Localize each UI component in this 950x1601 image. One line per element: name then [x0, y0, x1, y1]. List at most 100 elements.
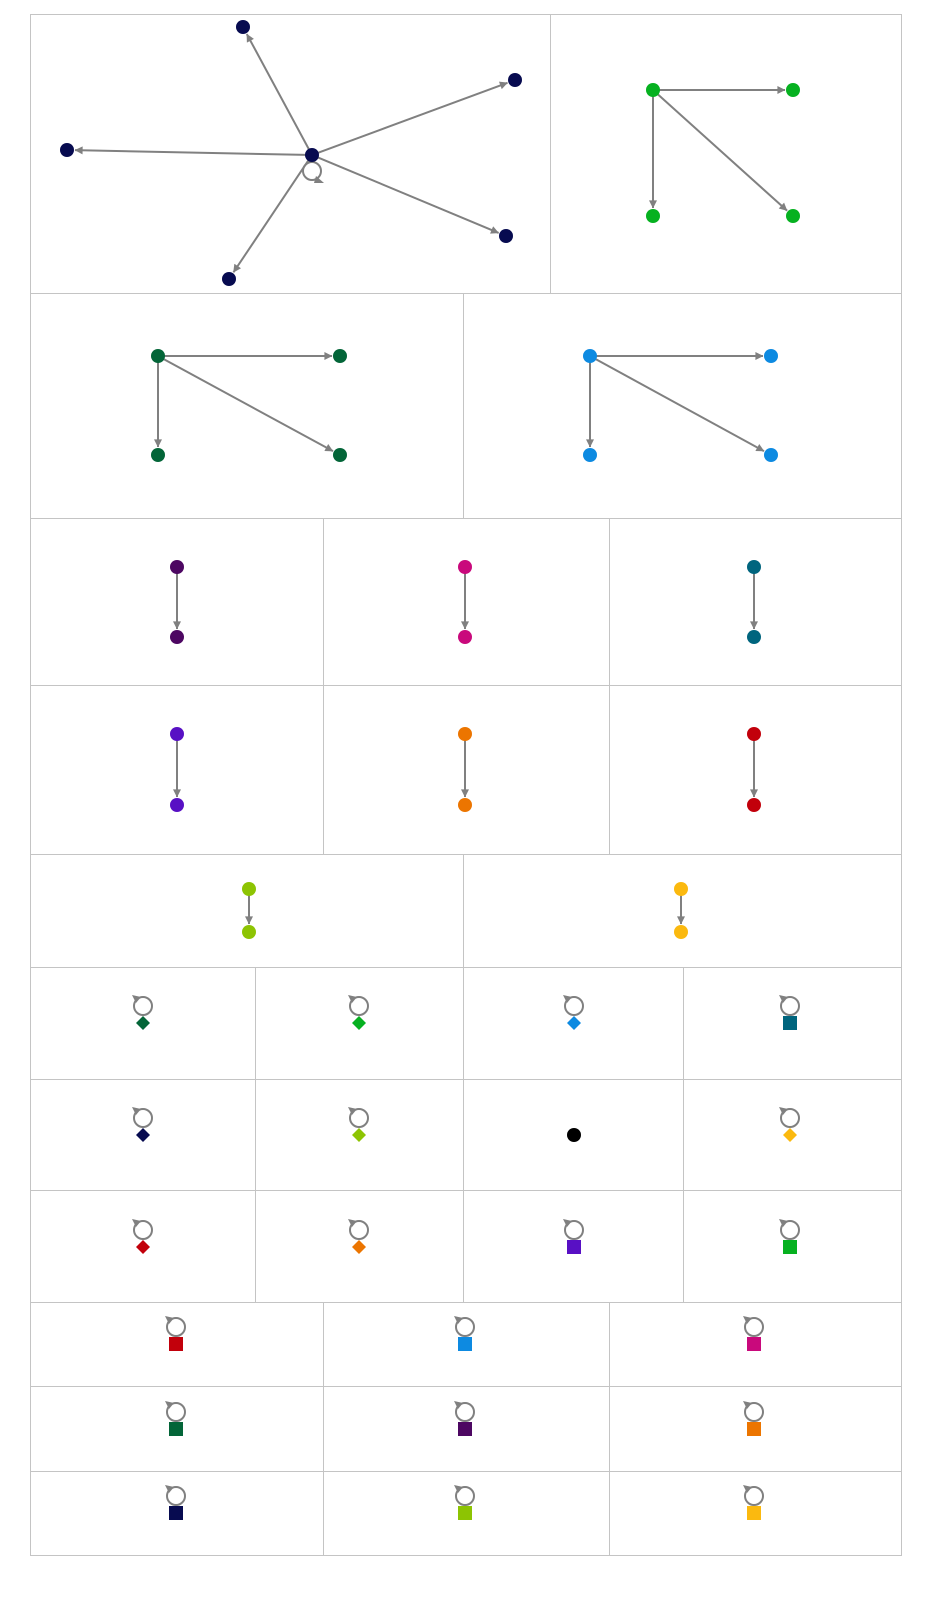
star-leaf-node-5: [222, 272, 236, 286]
fan-dark-green-right-node: [333, 349, 347, 363]
single-node-10-self-loop-arrowhead: [348, 1219, 357, 1227]
single-node-16-self-loop: [166, 1402, 186, 1422]
panel-borders: [30, 14, 902, 1556]
single-node-6-self-loop: [349, 1108, 369, 1128]
single-node-19-self-loop: [166, 1486, 186, 1506]
single-node-8-self-loop-arrowhead: [779, 1107, 788, 1115]
pair-6-source-node: [747, 727, 761, 741]
single-node-16: [169, 1422, 183, 1436]
single-node-5: [136, 1128, 150, 1142]
single-node-3-self-loop-arrowhead: [563, 995, 572, 1003]
single-node-3-self-loop: [564, 996, 584, 1016]
panel-11: [30, 854, 464, 968]
edges-layer: [74, 33, 800, 1506]
single-node-11: [567, 1240, 581, 1254]
single-node-18-self-loop: [744, 1402, 764, 1422]
fan-green-bottom-node: [646, 209, 660, 223]
single-node-9-self-loop: [133, 1220, 153, 1240]
star-edge-4: [317, 156, 500, 234]
panel-2: [550, 14, 902, 294]
pair-3-target-node: [747, 630, 761, 644]
single-node-17-self-loop-arrowhead: [454, 1401, 463, 1409]
single-node-10: [352, 1240, 366, 1254]
pair-2-target-node: [458, 630, 472, 644]
star-self-loop-arrowhead: [314, 176, 324, 183]
single-node-6: [352, 1128, 366, 1142]
single-node-9-self-loop-arrowhead: [132, 1219, 141, 1227]
single-node-15-self-loop: [744, 1317, 764, 1337]
single-node-1-self-loop: [133, 996, 153, 1016]
single-node-13-self-loop: [166, 1317, 186, 1337]
single-node-11-self-loop-arrowhead: [563, 1219, 572, 1227]
fan-green-corner-node: [786, 209, 800, 223]
single-node-5-self-loop: [133, 1108, 153, 1128]
pair-6-target-node: [747, 798, 761, 812]
single-node-12-self-loop-arrowhead: [779, 1219, 788, 1227]
fan-blue-edge-diagonal: [594, 358, 765, 453]
star-leaf-node-4: [499, 229, 513, 243]
single-node-17-self-loop: [455, 1402, 475, 1422]
panel-10: [609, 685, 902, 855]
single-node-2: [352, 1016, 366, 1030]
pair-8-target-node: [674, 925, 688, 939]
star-leaf-node-1: [236, 20, 250, 34]
pair-5-source-node: [458, 727, 472, 741]
pair-1-target-node: [170, 630, 184, 644]
pair-7-target-node: [242, 925, 256, 939]
single-node-16-self-loop-arrowhead: [165, 1401, 174, 1409]
pair-3-source-node: [747, 560, 761, 574]
fan-green-edge-diagonal: [656, 93, 788, 212]
single-node-5-self-loop-arrowhead: [132, 1107, 141, 1115]
pair-4-source-node: [170, 727, 184, 741]
pair-4-target-node: [170, 798, 184, 812]
fan-dark-green-corner-node: [333, 448, 347, 462]
single-node-21: [747, 1506, 761, 1520]
star-leaf-node-3: [60, 143, 74, 157]
fan-dark-green-source-node: [151, 349, 165, 363]
single-node-20-self-loop-arrowhead: [454, 1485, 463, 1493]
pair-1-source-node: [170, 560, 184, 574]
panel-3: [30, 293, 464, 519]
single-node-12: [783, 1240, 797, 1254]
fan-blue-right-node: [764, 349, 778, 363]
panel-7: [609, 518, 902, 686]
single-node-8: [783, 1128, 797, 1142]
panel-9: [323, 685, 610, 855]
panel-33: [609, 1471, 902, 1556]
single-node-18-self-loop-arrowhead: [743, 1401, 752, 1409]
single-node-13: [169, 1337, 183, 1351]
single-node-10-self-loop: [349, 1220, 369, 1240]
single-node-4: [783, 1016, 797, 1030]
single-node-4-self-loop-arrowhead: [779, 995, 788, 1003]
single-node-14-self-loop-arrowhead: [454, 1316, 463, 1324]
star-self-loop: [302, 161, 322, 181]
star-edge-2: [317, 81, 508, 154]
star-leaf-node-2: [508, 73, 522, 87]
single-node-14: [458, 1337, 472, 1351]
fan-blue-source-node: [583, 349, 597, 363]
single-node-2-self-loop: [349, 996, 369, 1016]
fan-blue-corner-node: [764, 448, 778, 462]
fan-dark-green-bottom-node: [151, 448, 165, 462]
single-node-20: [458, 1506, 472, 1520]
pair-7-source-node: [242, 882, 256, 896]
single-node-12-self-loop: [780, 1220, 800, 1240]
panel-12: [463, 854, 902, 968]
fan-blue-bottom-node: [583, 448, 597, 462]
fan-green-source-node: [646, 83, 660, 97]
panel-6: [323, 518, 610, 686]
single-node-20-self-loop: [455, 1486, 475, 1506]
pair-5-target-node: [458, 798, 472, 812]
fan-dark-green-edge-diagonal: [162, 357, 334, 453]
single-node-19-self-loop-arrowhead: [165, 1485, 174, 1493]
single-node-14-self-loop: [455, 1317, 475, 1337]
single-node-19: [169, 1506, 183, 1520]
pair-8-source-node: [674, 882, 688, 896]
single-node-9: [136, 1240, 150, 1254]
single-node-15-self-loop-arrowhead: [743, 1316, 752, 1324]
single-node-8-self-loop: [780, 1108, 800, 1128]
single-node-4-self-loop: [780, 996, 800, 1016]
single-node-13-self-loop-arrowhead: [165, 1316, 174, 1324]
pair-2-source-node: [458, 560, 472, 574]
